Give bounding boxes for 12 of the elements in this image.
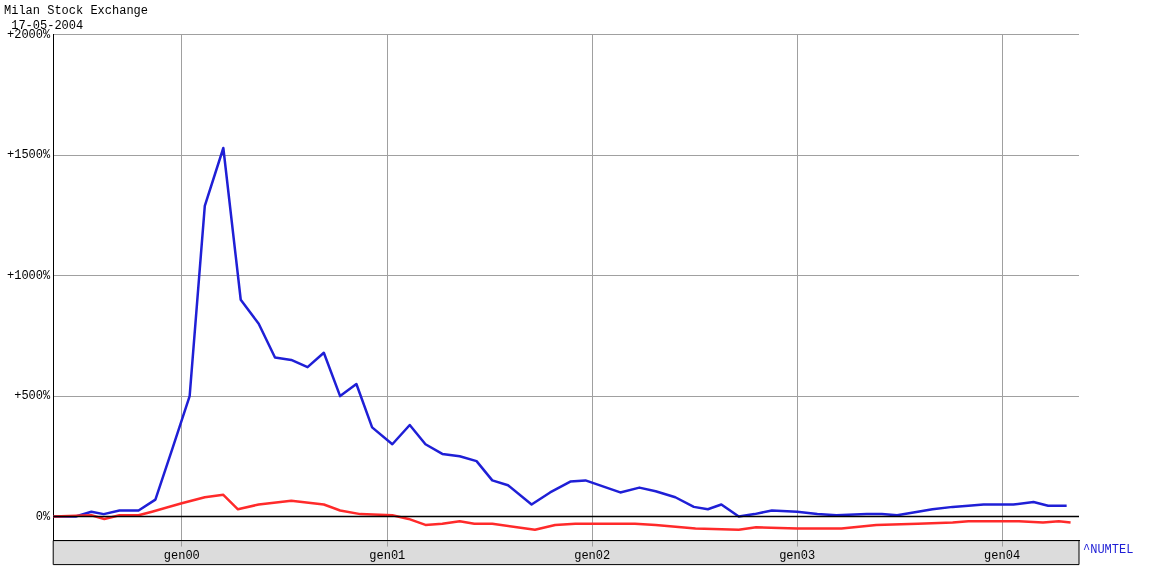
x-tick-label: gen03 bbox=[779, 548, 816, 563]
y-tick-label: +2000% bbox=[6, 27, 51, 42]
x-tick-label: gen04 bbox=[984, 548, 1021, 563]
y-tick-label: +1000% bbox=[6, 268, 51, 283]
y-tick-label: +1500% bbox=[6, 148, 51, 163]
y-tick-label: +500% bbox=[14, 389, 51, 404]
x-tick-label: gen02 bbox=[574, 548, 611, 563]
text: ^NUMTEL bbox=[1083, 542, 1134, 557]
y-tick-label: 0% bbox=[35, 509, 51, 524]
x-tick-label: gen01 bbox=[369, 548, 406, 563]
chart-title: Milan Stock Exchange bbox=[4, 4, 149, 19]
x-tick-label: gen00 bbox=[163, 548, 200, 563]
